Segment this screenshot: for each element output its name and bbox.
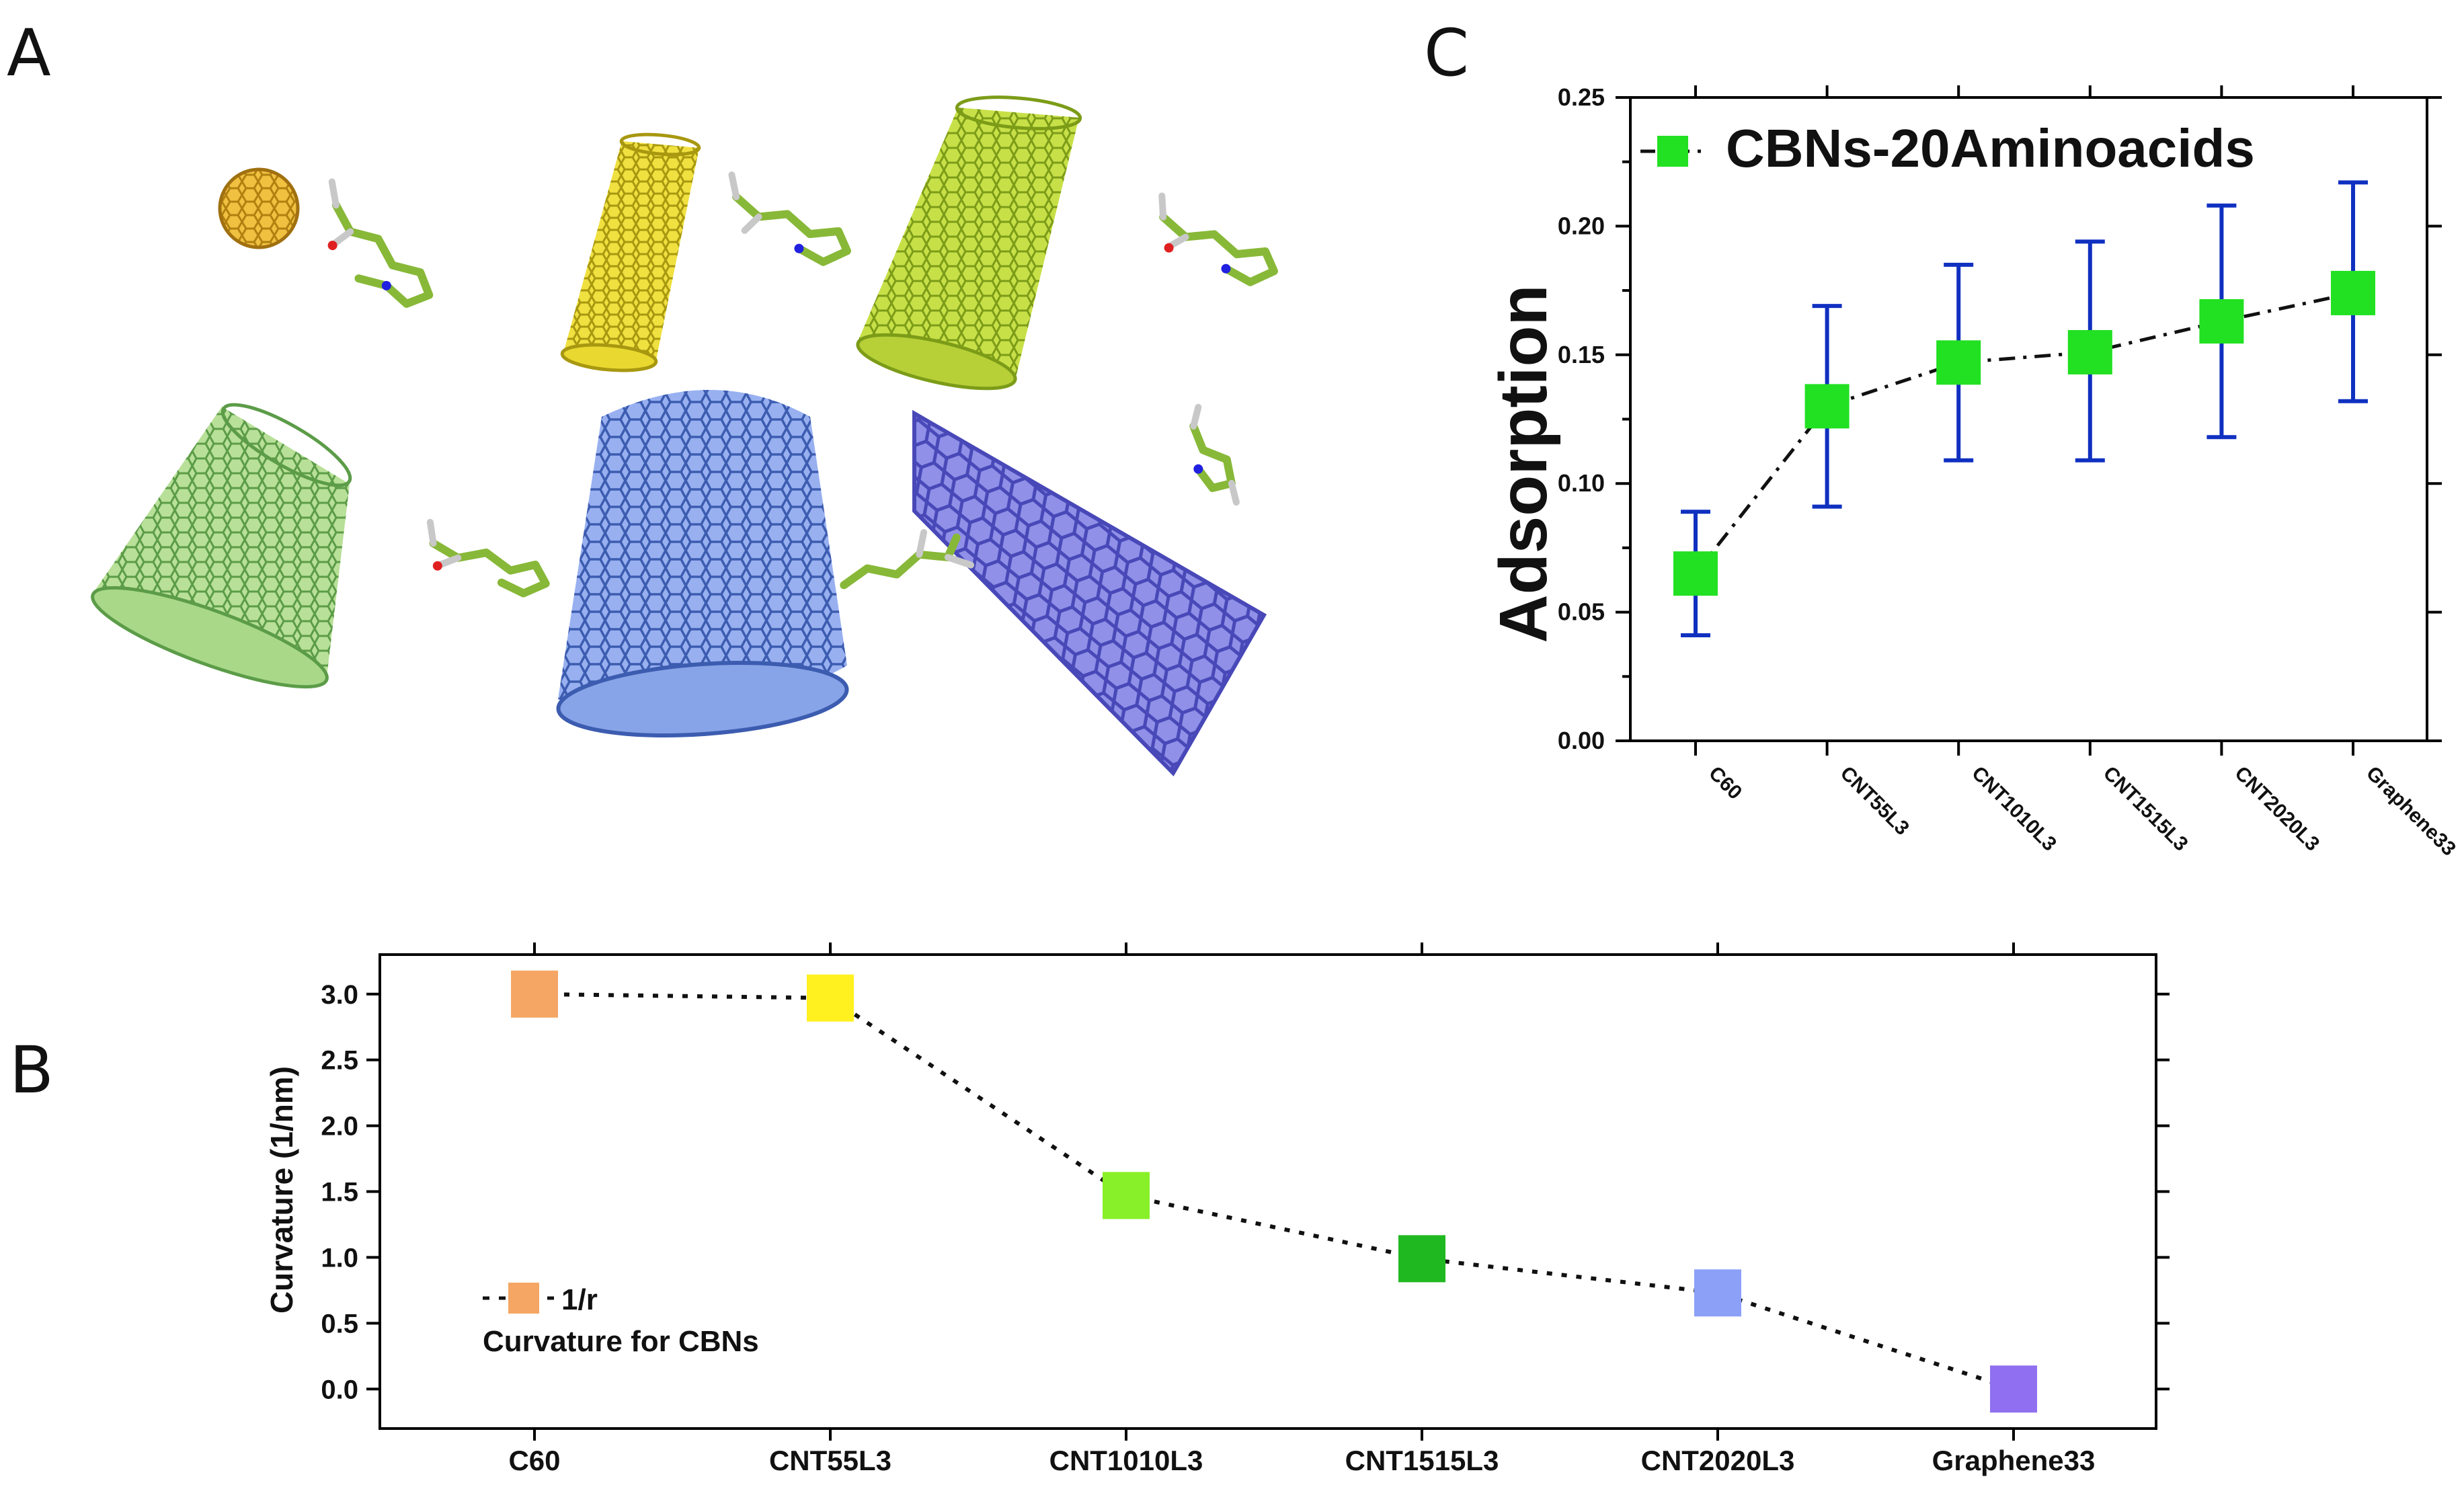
chart-b-y-axis: 0.0 0.5 1.0 1.5 2.0 2.5 3.0: [321, 980, 2170, 1404]
panel-label-b: B: [9, 1033, 54, 1108]
chart-b-y-tick-label: 2.5: [321, 1046, 358, 1076]
chart-c-y-tick-label: 0.00: [1558, 727, 1605, 754]
panel-label-a: A: [7, 15, 51, 91]
chart-b-y-tick-label: 3.0: [321, 980, 358, 1010]
chart-c-points: [1673, 270, 2375, 596]
amino-acid-molecule-5: [840, 528, 975, 590]
chart-b-y-tick-label: 1.0: [321, 1243, 358, 1273]
amino-acid-molecule-4: [426, 518, 550, 598]
chart-c-y-axis-label: Adsorption: [1486, 284, 1561, 643]
chart-b-x-tick-label: CNT1010L3: [1049, 1445, 1203, 1476]
chart-b-y-tick-label: 0.0: [321, 1375, 358, 1404]
chart-c-legend-label: CBNs-20Aminoacids: [1726, 118, 2255, 178]
chart-b-x-tick-label: Graphene33: [1932, 1445, 2096, 1476]
chart-b-point: [1694, 1269, 1741, 1317]
chart-b-y-tick-label: 1.5: [321, 1178, 358, 1207]
chart-c-point: [2331, 270, 2375, 315]
chart-b-series-polyline: [534, 992, 2014, 1392]
amino-acid-molecule-6: [1189, 403, 1240, 506]
chart-c-x-tick-label: CNT55L3: [1836, 762, 1913, 840]
chart-c-y-tick-label: 0.25: [1558, 83, 1605, 111]
chart-c-series-polyline: [1694, 291, 2354, 575]
cnt1010l3-nanotube: [856, 95, 1082, 391]
chart-b-legend-label: 1/r: [561, 1283, 598, 1316]
amino-acid-molecule-2: [728, 171, 851, 266]
chart-b-y-tick-label: 2.0: [321, 1112, 358, 1141]
amino-acid-molecule-3: [1158, 192, 1278, 286]
chart-c-y-tick-label: 0.15: [1558, 341, 1605, 368]
chart-c-y-axis: 0.00 0.05 0.10 0.15 0.20 0.25: [1558, 83, 2442, 754]
chart-b-series-line: [534, 992, 2014, 1392]
chart-b-legend-marker: [508, 1283, 539, 1314]
chart-c-point: [1673, 551, 1718, 596]
graphene33-sheet: [912, 409, 1267, 776]
molecular-structures-panel: [91, 95, 1278, 776]
chart-b-point: [1398, 1235, 1445, 1283]
cnt2020l3-nanotube: [556, 390, 849, 737]
chart-b-x-axis: C60 CNT55L3 CNT1010L3 CNT1515L3 CNT2020L3 Gra…: [508, 942, 2095, 1476]
chart-c-x-tick-label: CNT1010L3: [1967, 762, 2061, 856]
curvature-chart: 0.0 0.5 1.0 1.5 2.0 2.5 3.0 C60 CNT55L3 CNT1010L…: [264, 942, 2170, 1476]
panel-label-c: C: [1424, 15, 1469, 91]
adsorption-chart: 0.00 0.05 0.10 0.15 0.20 0.25 C60 CNT55L3 CNT10…: [1486, 83, 2460, 860]
chart-c-point: [1936, 340, 1981, 385]
c60-fullerene: [218, 167, 300, 249]
cnt55l3-nanotube: [560, 132, 701, 372]
chart-c-y-tick-label: 0.10: [1558, 469, 1605, 497]
chart-b-y-axis-label: Curvature (1/nm): [264, 1066, 299, 1314]
chart-c-x-axis: C60 CNT55L3 CNT1010L3 CNT1515L3 CNT2020L3 Gra…: [1694, 85, 2460, 860]
chart-b-x-tick-label: CNT55L3: [769, 1445, 891, 1476]
chart-b-legend-sublabel: Curvature for CBNs: [483, 1325, 759, 1358]
chart-c-series-line: [1694, 291, 2354, 575]
cnt1515l3-nanotube: [91, 403, 352, 689]
chart-c-y-tick-label: 0.05: [1558, 598, 1605, 626]
chart-c-x-tick-label: CNT1515L3: [2099, 762, 2192, 856]
chart-b-x-tick-label: CNT2020L3: [1641, 1445, 1795, 1476]
amino-acid-molecule-1: [327, 178, 434, 308]
chart-b-point: [511, 970, 558, 1018]
chart-b-x-tick-label: CNT1515L3: [1345, 1445, 1499, 1476]
chart-c-error-bars: [1681, 180, 2368, 638]
chart-b-points: [511, 970, 2037, 1413]
chart-c-point: [2067, 329, 2112, 374]
chart-c-legend: CBNs-20Aminoacids: [1640, 118, 2255, 178]
chart-b-point: [1103, 1172, 1150, 1219]
chart-b-y-tick-label: 0.5: [321, 1309, 358, 1338]
chart-b-x-tick-label: C60: [508, 1445, 560, 1476]
chart-c-x-tick-label: Graphene33: [2362, 762, 2460, 860]
chart-c-point: [2199, 299, 2244, 344]
chart-b-point: [1990, 1365, 2037, 1413]
chart-b-point: [807, 974, 854, 1022]
chart-c-frame: [1629, 96, 2428, 742]
chart-c-legend-marker: [1657, 136, 1688, 167]
chart-c-x-tick-label: CNT2020L3: [2230, 762, 2323, 856]
chart-c-x-tick-label: C60: [1704, 762, 1746, 804]
chart-c-y-tick-label: 0.20: [1558, 212, 1605, 239]
chart-b-legend: 1/r Curvature for CBNs: [483, 1283, 759, 1358]
chart-c-point: [1804, 384, 1850, 429]
